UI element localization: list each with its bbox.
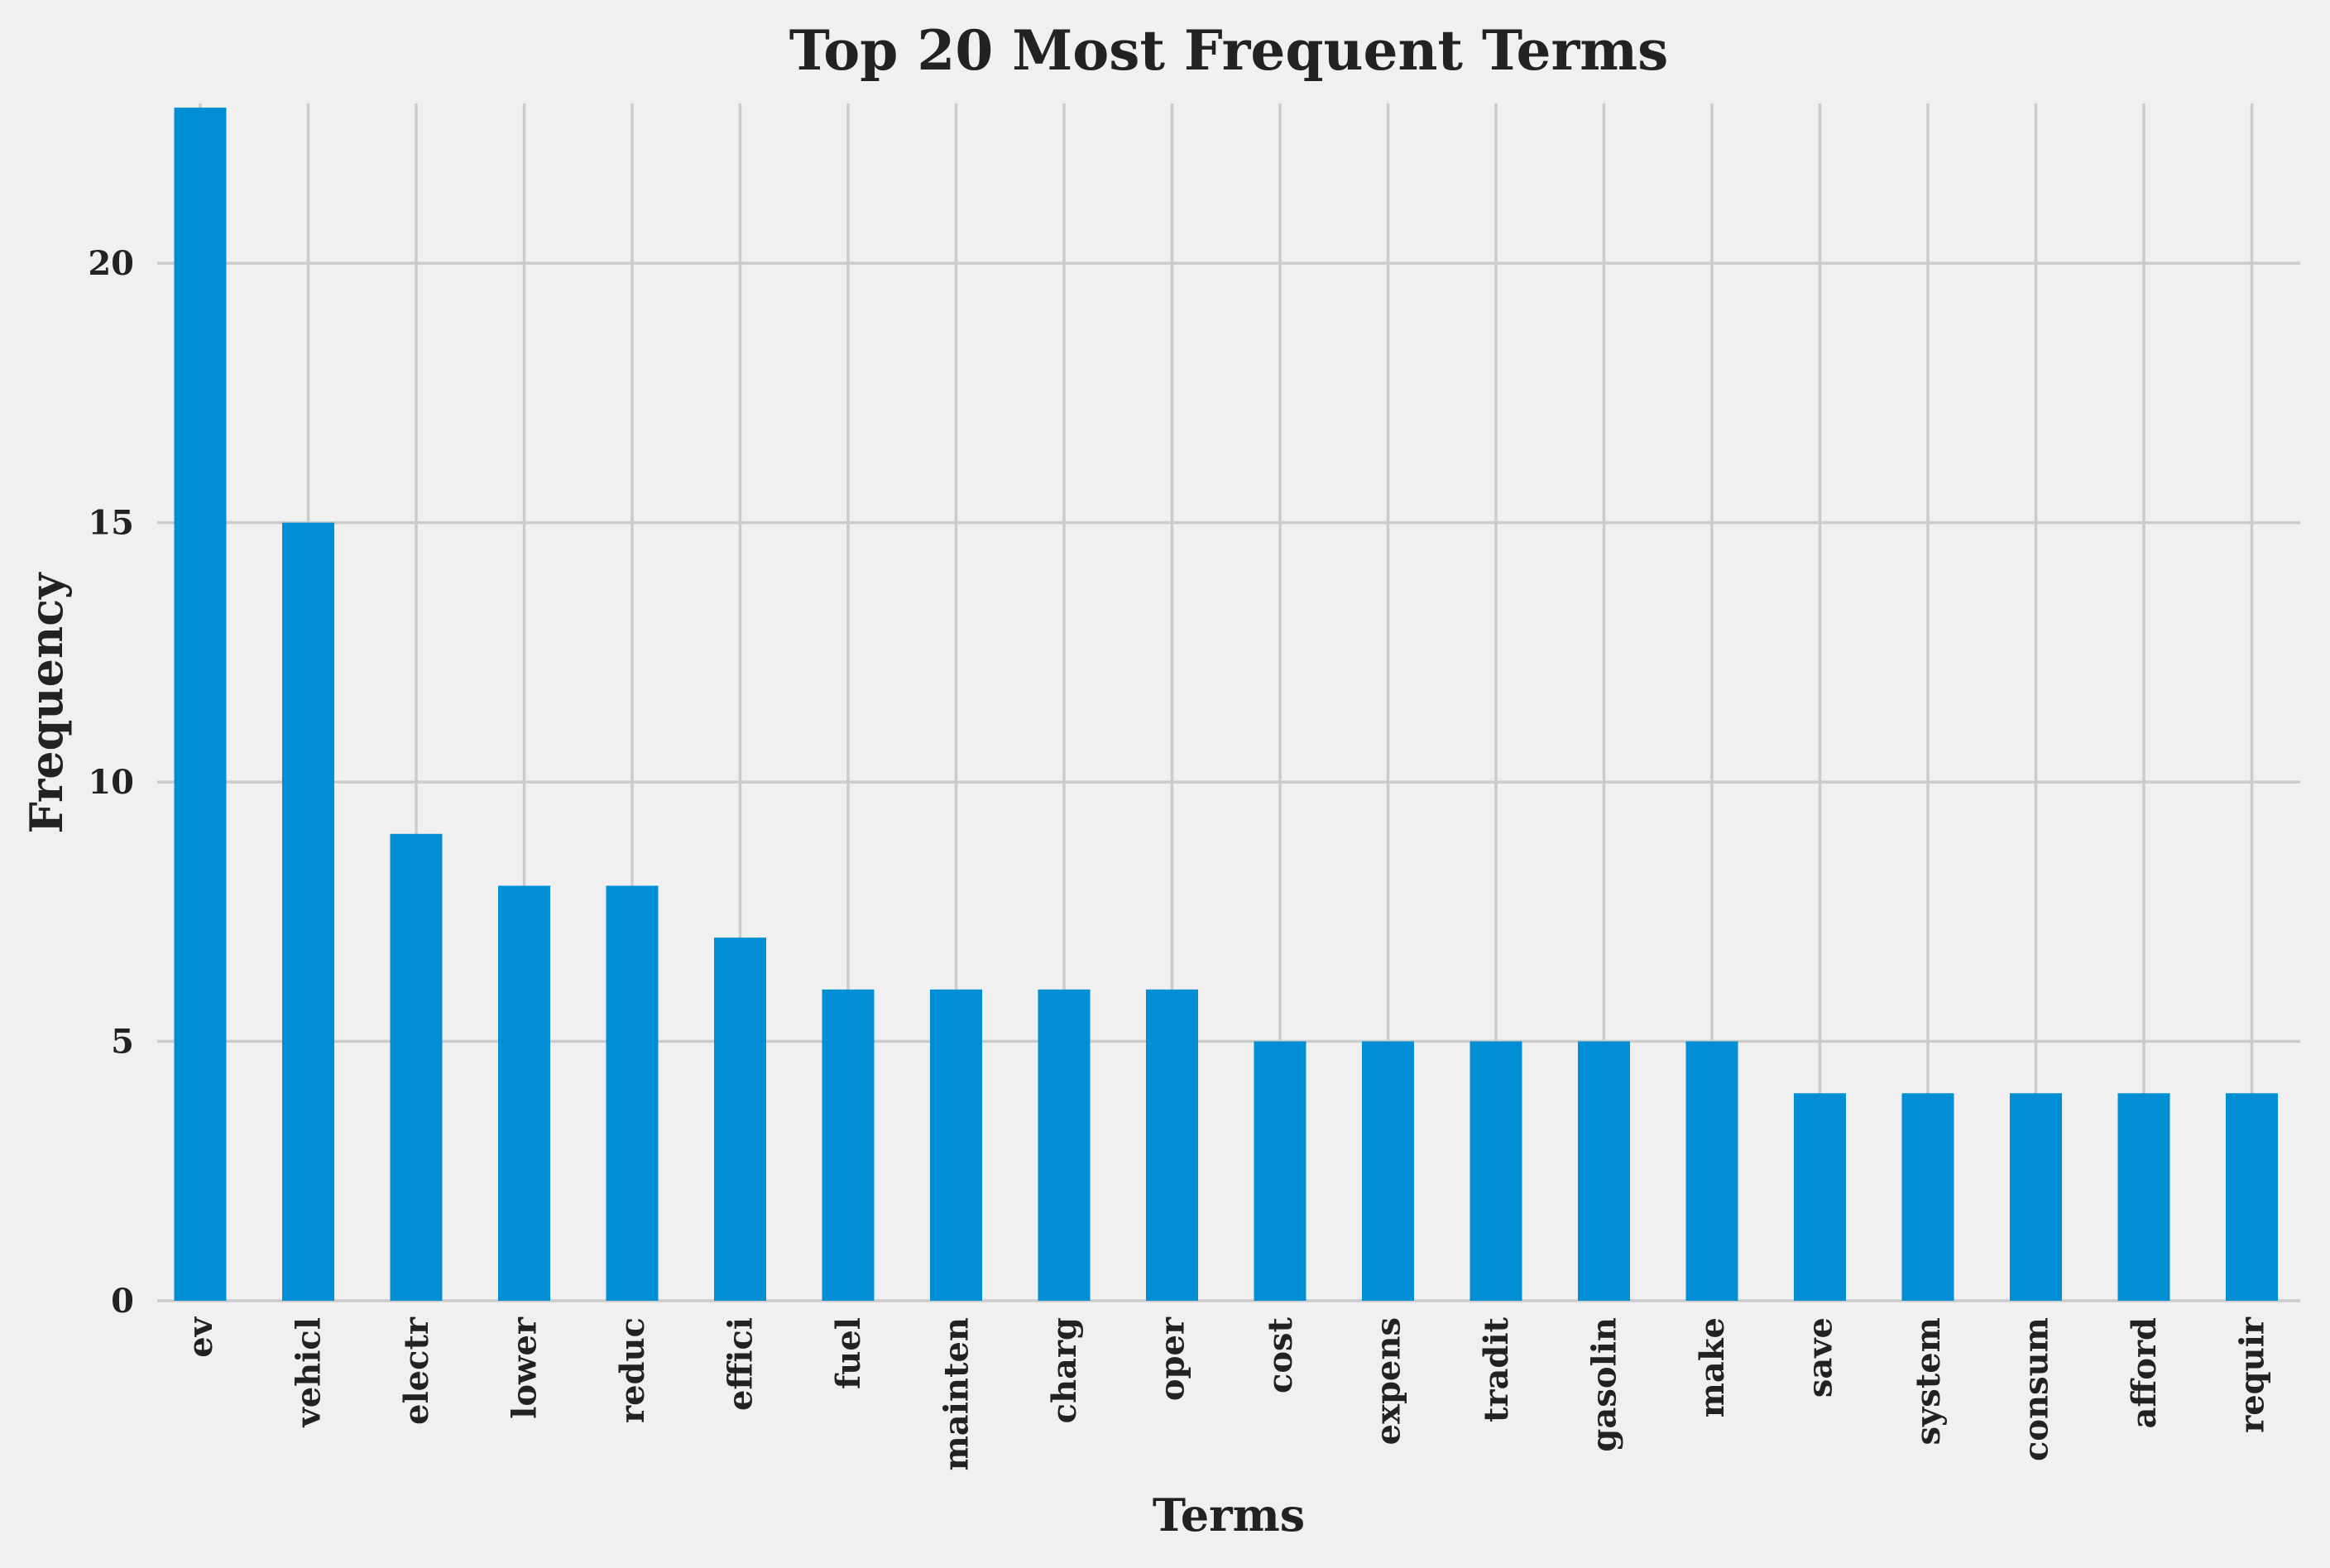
bar-system (1901, 1093, 1954, 1301)
x-tick-label: afford (2125, 1317, 2164, 1429)
y-axis-ticks: 0 5 10 15 20 (88, 244, 134, 1321)
x-tick-label: oper (1153, 1316, 1192, 1401)
bar-expens (1362, 1041, 1414, 1301)
x-tick-label: ev (181, 1316, 220, 1357)
y-tick-label: 10 (88, 763, 134, 802)
bar-cost (1254, 1041, 1306, 1301)
x-tick-label: reduc (613, 1317, 652, 1423)
x-tick-label: cost (1261, 1316, 1300, 1393)
x-tick-label: expens (1369, 1317, 1408, 1445)
x-tick-label: electr (397, 1316, 436, 1425)
y-axis-label: Frequency (20, 572, 73, 834)
bar-vehicl (282, 522, 334, 1301)
bar-lower (498, 885, 550, 1301)
x-tick-label: effici (722, 1317, 760, 1411)
bar-electr (390, 833, 443, 1301)
bar-save (1794, 1093, 1846, 1301)
bar-requir (2226, 1093, 2278, 1301)
bar-effici (714, 937, 766, 1301)
y-tick-label: 20 (88, 244, 134, 283)
y-tick-label: 0 (111, 1282, 134, 1321)
x-axis-label: Terms (1153, 1489, 1305, 1542)
bar-reduc (606, 885, 659, 1301)
x-tick-label: vehicl (290, 1317, 328, 1428)
x-axis-ticks: ev vehicl electr lower reduc effici fuel mainte… (181, 1316, 2272, 1470)
x-tick-label: tradit (1477, 1316, 1516, 1422)
x-tick-label: make (1693, 1317, 1732, 1417)
bar-oper (1146, 989, 1198, 1301)
y-tick-label: 15 (88, 504, 134, 543)
y-tick-label: 5 (111, 1023, 134, 1062)
bars (174, 108, 2278, 1302)
bar-tradit (1469, 1041, 1522, 1301)
x-tick-label: gasolin (1585, 1317, 1624, 1452)
bar-mainten (930, 989, 982, 1301)
x-tick-label: system (1909, 1317, 1948, 1446)
bar-ev (174, 108, 227, 1302)
chart-title: Top 20 Most Frequent Terms (789, 18, 1669, 83)
bar-consum (2010, 1093, 2062, 1301)
x-tick-label: charg (1045, 1317, 1084, 1423)
x-tick-label: consum (2017, 1317, 2056, 1461)
bar-make (1685, 1041, 1738, 1301)
bar-charg (1038, 989, 1091, 1301)
bar-gasolin (1578, 1041, 1630, 1301)
x-tick-label: lower (506, 1316, 544, 1419)
x-tick-label: save (1801, 1317, 1840, 1398)
x-tick-label: requir (2233, 1316, 2272, 1433)
x-tick-label: fuel (829, 1317, 868, 1389)
bar-fuel (822, 989, 875, 1301)
bar-afford (2117, 1093, 2170, 1301)
x-tick-label: mainten (937, 1317, 976, 1471)
